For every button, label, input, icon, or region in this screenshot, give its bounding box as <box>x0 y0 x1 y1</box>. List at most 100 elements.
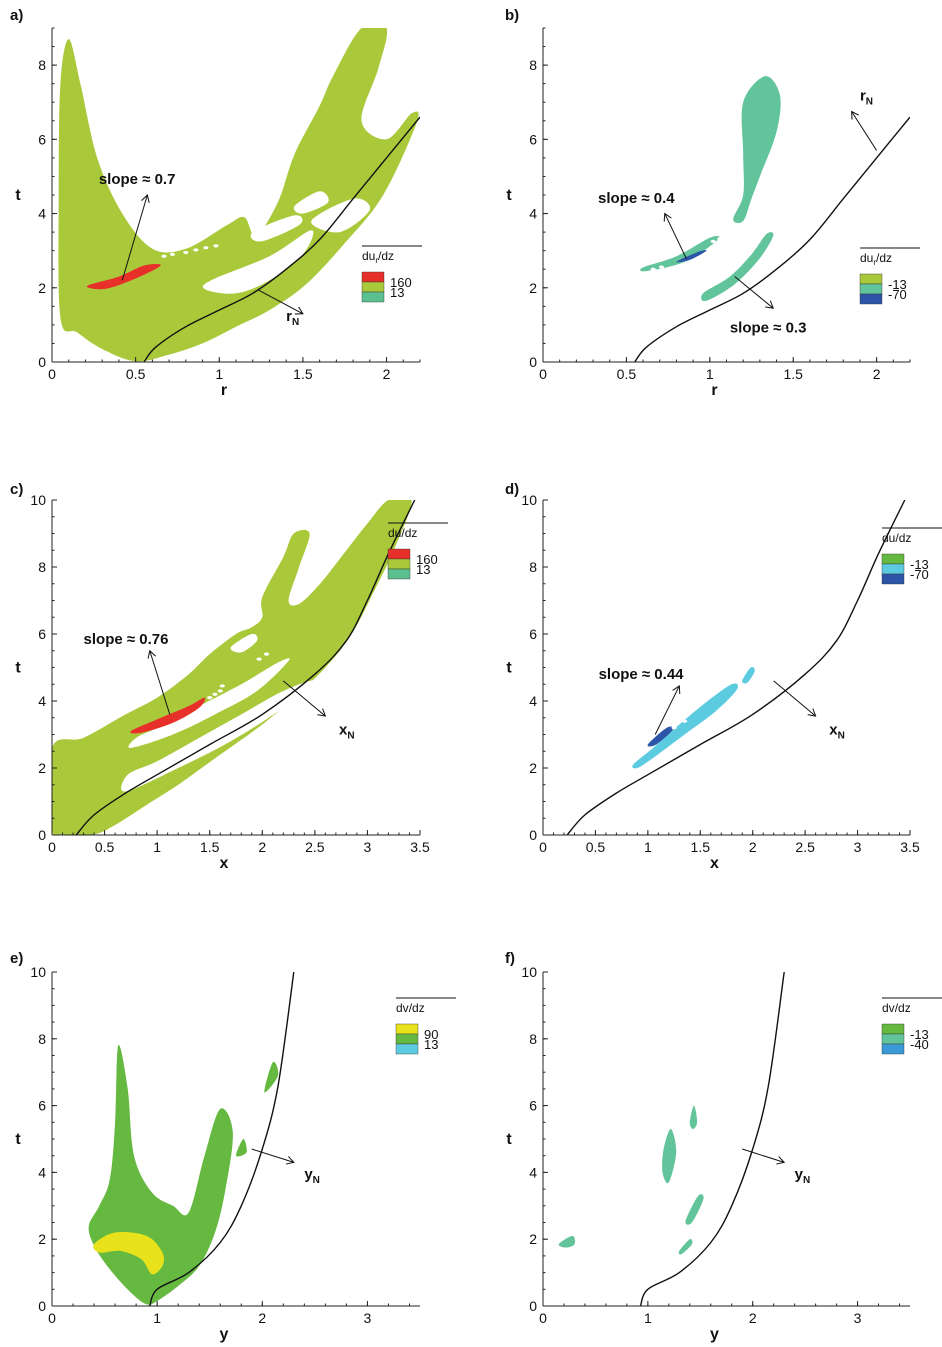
legend-swatch-yellow_green <box>361 281 385 293</box>
legend-title-main: du <box>362 249 375 263</box>
y-tick-label: 6 <box>529 1098 537 1114</box>
x-axis-label: y <box>220 1326 229 1343</box>
contour-gap-dot <box>207 696 213 700</box>
x-tick-label: 1 <box>153 839 161 855</box>
legend-title-main: du <box>388 526 401 540</box>
contour-gap-dot <box>650 267 656 271</box>
y-tick-label: 0 <box>38 354 46 370</box>
contour-region-white <box>230 633 258 653</box>
slope-arrow <box>663 212 687 260</box>
legend-level: 160 <box>390 275 412 290</box>
y-tick-label: 10 <box>30 492 46 508</box>
panel-label: e) <box>10 950 23 967</box>
legend-swatch-blue <box>859 293 883 305</box>
y-tick-label: 6 <box>38 131 46 147</box>
y-tick-label: 0 <box>529 354 537 370</box>
legend-title-sub: r <box>873 258 876 267</box>
legend-title-main: dv <box>882 1001 895 1015</box>
y-tick-label: 8 <box>38 559 46 575</box>
front-curve <box>75 500 416 835</box>
contour-region-cyan <box>632 683 739 769</box>
panel-label: c) <box>10 481 23 498</box>
front-curve <box>143 116 420 362</box>
x-tick-label: 2.5 <box>795 839 815 855</box>
front-label-main: y <box>795 1166 804 1183</box>
front-curve <box>566 500 906 835</box>
x-tick-label: 3 <box>364 839 372 855</box>
legend-level: 160 <box>416 552 438 567</box>
front-label: yN <box>304 1166 320 1186</box>
legend-swatch-yellow_green <box>387 558 411 570</box>
front-arrow <box>851 110 878 151</box>
slope-annotation: slope ≈ 0.4 <box>598 190 675 207</box>
contour-region-blue <box>676 250 707 263</box>
x-tick-label: 3 <box>364 1310 372 1326</box>
front-label: yN <box>795 1166 811 1186</box>
legend-title: dur/dz <box>860 251 892 267</box>
x-tick-label: 0.5 <box>126 366 146 382</box>
y-axis-label: t <box>15 187 21 204</box>
legend-title-main: du <box>860 251 873 265</box>
y-tick-label: 4 <box>529 1164 537 1180</box>
front-label: xN <box>339 722 355 742</box>
plot-area <box>566 500 906 835</box>
contour-region-yellow_green <box>52 500 412 835</box>
contour-region-mint <box>689 1105 698 1129</box>
front-label: rN <box>860 87 873 107</box>
legend-level: -13 <box>910 1027 929 1042</box>
contour-region-yellow <box>93 1231 165 1275</box>
contour-gap-dot <box>203 246 209 250</box>
legend-swatch-light_blue <box>881 1043 905 1055</box>
legend-title-main: dv <box>396 1001 409 1015</box>
y-tick-label: 6 <box>529 131 537 147</box>
y-tick-label: 8 <box>529 1031 537 1047</box>
contour-gap-dot <box>256 657 262 661</box>
legend-title: du/dz <box>882 531 911 545</box>
front-label-main: x <box>339 722 348 739</box>
x-tick-label: 0.5 <box>617 366 637 382</box>
y-axis-label: t <box>15 1131 21 1148</box>
contour-region-white <box>293 191 329 214</box>
legend-title: du/dz <box>388 526 417 540</box>
legend: du/dz -13-70 <box>881 527 942 585</box>
legend-swatch-yellow_green <box>859 273 883 285</box>
front-label-sub: N <box>347 731 354 742</box>
front-label: rN <box>286 308 299 328</box>
x-axis-label: x <box>220 855 229 872</box>
contour-region-yellow_green <box>58 28 419 362</box>
contour-region-white <box>202 230 314 294</box>
contour-gap-dot <box>169 252 176 256</box>
legend-level: 90 <box>424 1027 438 1042</box>
y-axis-label: t <box>506 1131 512 1148</box>
contour-region-mint <box>558 1235 575 1248</box>
contour-gap-dot <box>213 244 219 248</box>
y-tick-label: 6 <box>529 626 537 642</box>
contour-region-cyan <box>742 666 755 684</box>
front-label-main: r <box>860 87 866 104</box>
y-tick-label: 10 <box>521 964 537 980</box>
contour-gap-dot <box>219 684 225 688</box>
front-arrow <box>742 1148 786 1165</box>
x-tick-label: 1 <box>644 839 652 855</box>
y-tick-label: 2 <box>38 1231 46 1247</box>
y-tick-label: 2 <box>529 280 537 296</box>
y-tick-label: 4 <box>38 206 46 222</box>
legend-level: -40 <box>910 1037 929 1052</box>
y-tick-label: 6 <box>38 626 46 642</box>
x-tick-label: 1 <box>153 1310 161 1326</box>
x-tick-label: 1.5 <box>691 839 711 855</box>
contour-region-mint <box>733 76 781 224</box>
legend-title-rest: /dz <box>378 249 394 263</box>
x-tick-label: 1.5 <box>293 366 313 382</box>
contour-gap-dot <box>717 237 723 241</box>
y-tick-label: 2 <box>38 280 46 296</box>
front-arrow <box>251 1148 295 1165</box>
legend-title-rest: /dz <box>876 251 892 265</box>
slope-arrow <box>654 685 681 735</box>
legend-level: 13 <box>390 285 404 300</box>
contour-region-white <box>250 215 303 242</box>
